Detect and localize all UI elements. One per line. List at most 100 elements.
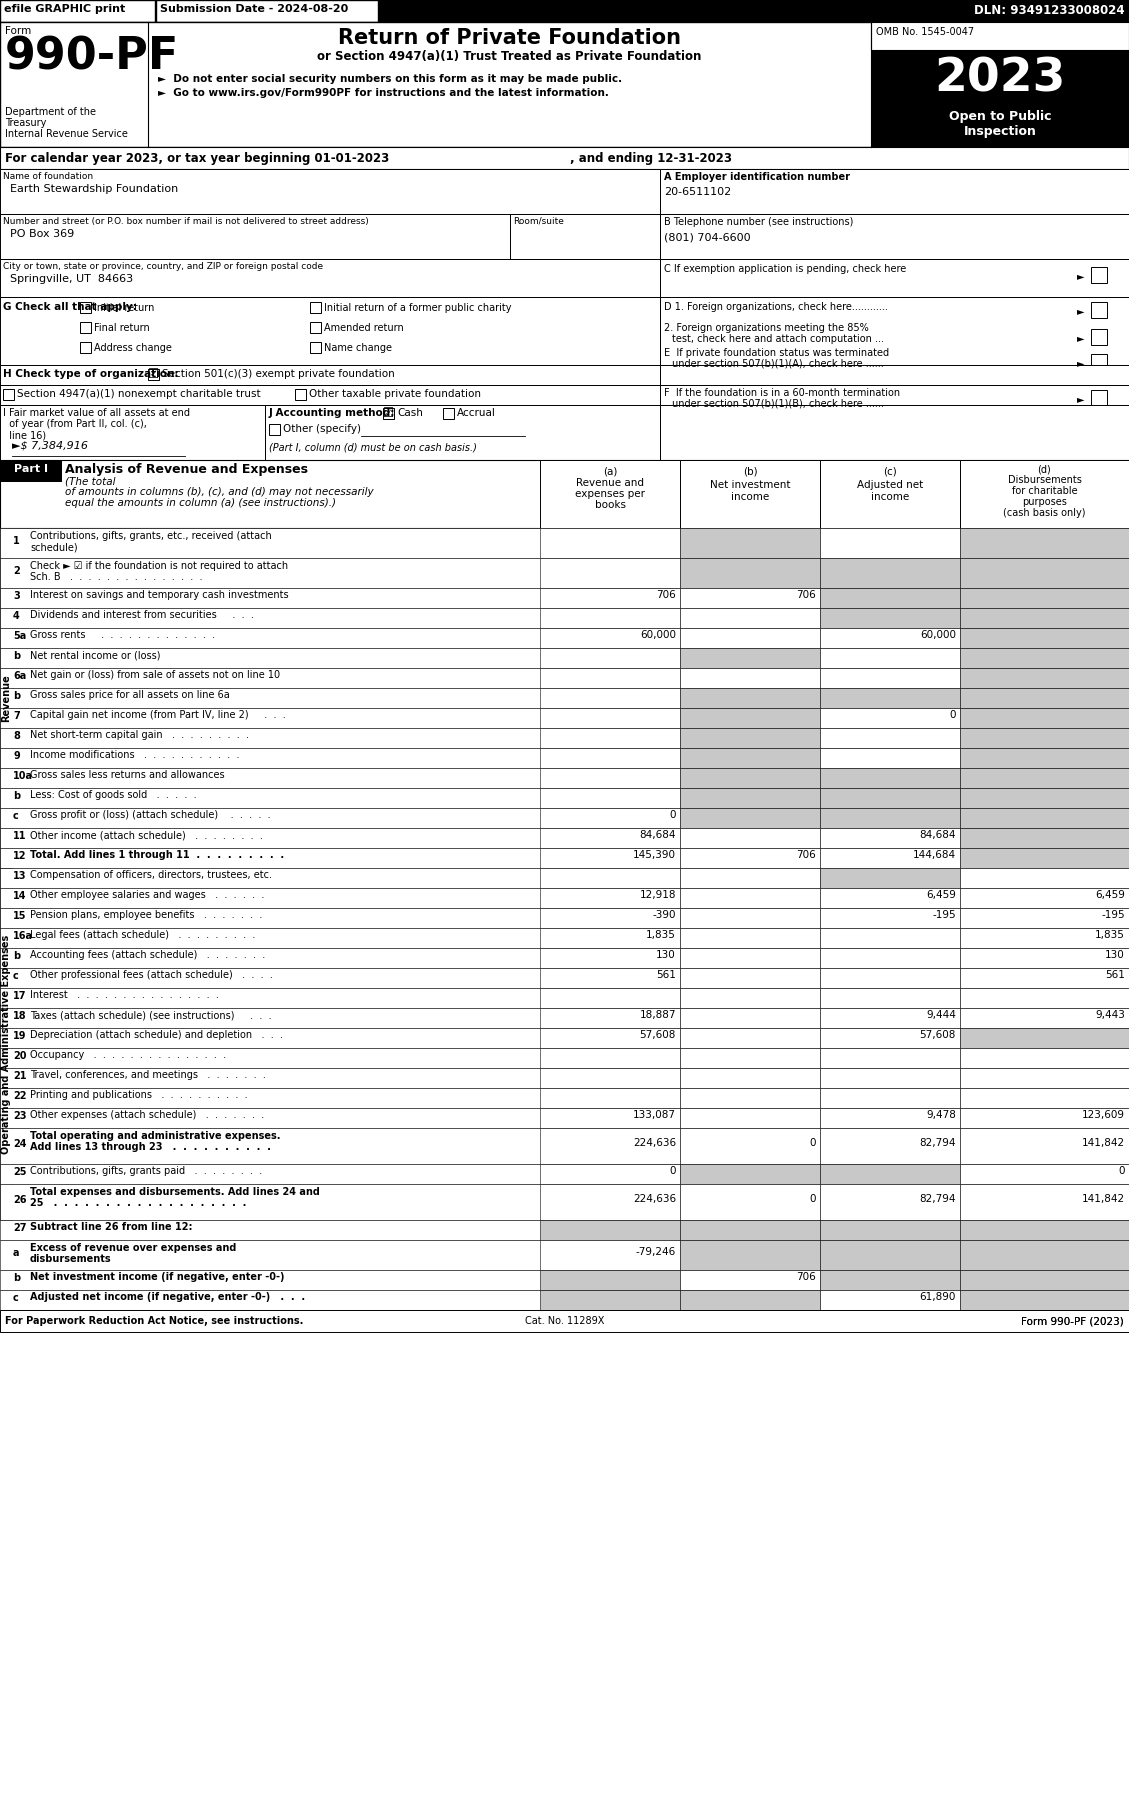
Bar <box>960 928 1129 948</box>
Bar <box>960 1127 1129 1163</box>
Bar <box>0 0 1129 22</box>
Bar <box>0 385 660 405</box>
Bar <box>680 689 820 708</box>
Text: 14: 14 <box>14 892 26 901</box>
Bar <box>540 1068 680 1088</box>
Bar <box>680 1163 820 1185</box>
Text: 706: 706 <box>656 590 676 601</box>
Bar <box>960 647 1129 669</box>
Bar <box>960 1269 1129 1289</box>
Bar <box>660 385 1129 405</box>
Bar <box>0 628 1129 647</box>
Text: ►: ► <box>1077 271 1085 280</box>
Text: 224,636: 224,636 <box>633 1194 676 1205</box>
Text: 144,684: 144,684 <box>913 850 956 859</box>
Bar <box>540 1241 680 1269</box>
Text: b: b <box>14 651 20 662</box>
Text: 19: 19 <box>14 1030 26 1041</box>
Bar <box>540 708 680 728</box>
Text: 6,459: 6,459 <box>926 890 956 901</box>
Text: Legal fees (attach schedule)   .  .  .  .  .  .  .  .  .: Legal fees (attach schedule) . . . . . .… <box>30 930 255 940</box>
Text: Address change: Address change <box>94 343 172 352</box>
Text: Excess of revenue over expenses and: Excess of revenue over expenses and <box>30 1242 236 1253</box>
Text: c: c <box>14 1293 19 1304</box>
Text: Add lines 13 through 23   .  .  .  .  .  .  .  .  .  .: Add lines 13 through 23 . . . . . . . . … <box>30 1142 271 1153</box>
Bar <box>0 460 62 482</box>
Bar <box>960 1289 1129 1311</box>
Bar <box>0 888 1129 908</box>
Text: Net rental income or (loss): Net rental income or (loss) <box>30 651 160 660</box>
Text: 0: 0 <box>1119 1165 1124 1176</box>
Bar <box>680 1269 820 1289</box>
Bar <box>540 928 680 948</box>
Text: 16a: 16a <box>14 931 33 940</box>
Bar <box>156 0 378 22</box>
Text: H Check type of organization:: H Check type of organization: <box>3 369 178 379</box>
Text: Cat. No. 11289X: Cat. No. 11289X <box>525 1316 604 1325</box>
Bar <box>680 1009 820 1028</box>
Bar <box>680 708 820 728</box>
Text: 145,390: 145,390 <box>633 850 676 859</box>
Text: Springville, UT  84663: Springville, UT 84663 <box>10 273 133 284</box>
Bar <box>0 1289 1129 1311</box>
Bar <box>680 628 820 647</box>
Text: (Part I, column (d) must be on cash basis.): (Part I, column (d) must be on cash basi… <box>269 442 476 453</box>
Bar <box>80 322 91 333</box>
Bar <box>540 948 680 967</box>
Bar <box>960 588 1129 608</box>
Bar <box>820 1221 960 1241</box>
Text: DLN: 93491233008024: DLN: 93491233008024 <box>974 4 1124 16</box>
Bar <box>0 948 1129 967</box>
Bar <box>680 557 820 588</box>
Text: 990-PF: 990-PF <box>5 36 180 79</box>
Bar <box>540 728 680 748</box>
Text: A Employer identification number: A Employer identification number <box>664 173 850 182</box>
Bar <box>0 147 1129 169</box>
Bar <box>680 908 820 928</box>
Text: 2: 2 <box>14 566 19 575</box>
Bar <box>0 588 1129 608</box>
Bar <box>540 888 680 908</box>
Text: 123,609: 123,609 <box>1082 1109 1124 1120</box>
Text: for charitable: for charitable <box>1012 485 1077 496</box>
Bar <box>660 405 1129 460</box>
Bar <box>0 689 1129 708</box>
Bar <box>540 689 680 708</box>
Text: 141,842: 141,842 <box>1082 1194 1124 1205</box>
Text: 561: 561 <box>1105 969 1124 980</box>
Text: 2023: 2023 <box>935 58 1066 102</box>
Bar <box>680 1241 820 1269</box>
Text: Form 990-PF (2023): Form 990-PF (2023) <box>1022 1316 1124 1325</box>
Text: Disbursements: Disbursements <box>1007 475 1082 485</box>
Text: 706: 706 <box>796 1271 816 1282</box>
Bar <box>540 829 680 849</box>
Bar <box>960 768 1129 788</box>
Bar <box>0 728 1129 748</box>
Text: b: b <box>14 1273 20 1284</box>
Text: Department of the: Department of the <box>5 108 96 117</box>
Text: Number and street (or P.O. box number if mail is not delivered to street address: Number and street (or P.O. box number if… <box>3 218 369 227</box>
Text: 0: 0 <box>669 811 676 820</box>
Bar <box>540 557 680 588</box>
Bar <box>0 768 1129 788</box>
Text: Dividends and interest from securities     .  .  .: Dividends and interest from securities .… <box>30 610 254 620</box>
Bar <box>820 987 960 1009</box>
Bar <box>0 608 1129 628</box>
Bar <box>820 807 960 829</box>
Text: ►$ 7,384,916: ►$ 7,384,916 <box>12 441 88 451</box>
Text: Section 501(c)(3) exempt private foundation: Section 501(c)(3) exempt private foundat… <box>161 369 395 379</box>
Bar <box>540 788 680 807</box>
Text: B Telephone number (see instructions): B Telephone number (see instructions) <box>664 218 854 227</box>
Bar <box>540 768 680 788</box>
Bar <box>960 1009 1129 1028</box>
Bar <box>960 829 1129 849</box>
Bar <box>680 608 820 628</box>
Bar <box>960 987 1129 1009</box>
Bar <box>680 788 820 807</box>
Bar <box>0 1311 1129 1332</box>
Bar <box>680 588 820 608</box>
Bar <box>960 748 1129 768</box>
Text: ►  Do not enter social security numbers on this form as it may be made public.: ► Do not enter social security numbers o… <box>158 74 622 85</box>
Text: Accrual: Accrual <box>457 408 496 417</box>
Bar <box>310 302 321 313</box>
